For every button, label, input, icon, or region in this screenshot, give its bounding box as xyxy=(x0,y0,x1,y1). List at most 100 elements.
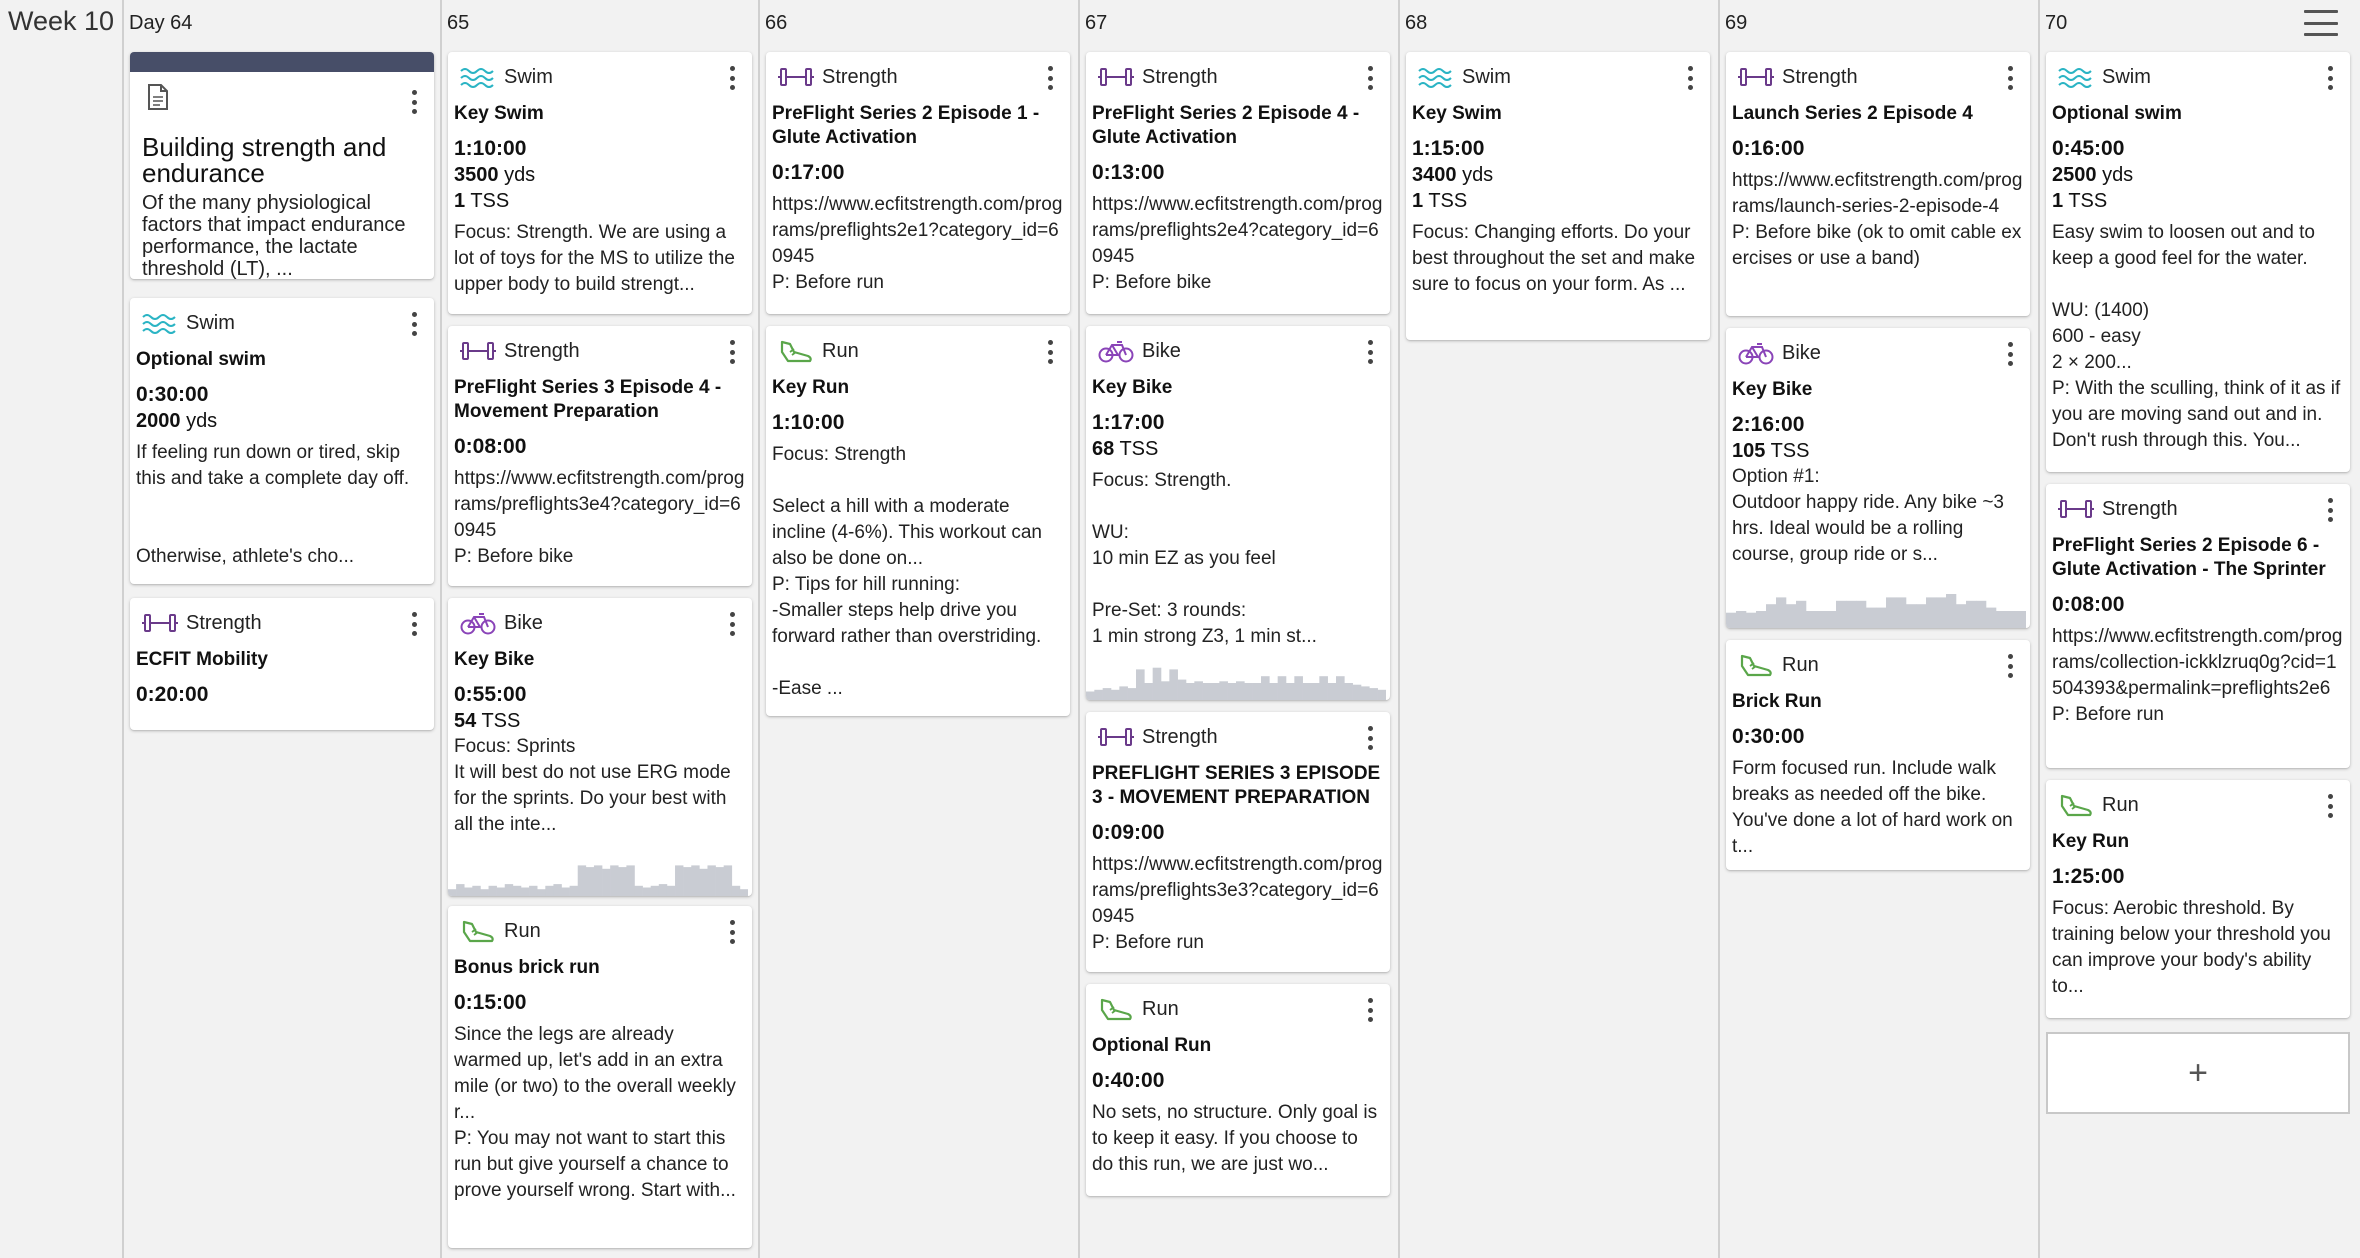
workout-tss: 1 TSS xyxy=(1412,190,1468,212)
power-bar xyxy=(1277,676,1287,700)
workout-card-strength[interactable]: Strength PreFlight Series 3 Episode 4 - … xyxy=(448,326,752,586)
workout-title: Key Swim xyxy=(1412,103,1502,124)
workout-title: Key Run xyxy=(2052,831,2130,852)
workout-title: ECFIT Mobility xyxy=(136,649,268,670)
workout-card-swim[interactable]: Swim Optional swim 0:45:00 2500 yds 1 TS… xyxy=(2046,52,2350,472)
power-bar xyxy=(723,865,733,896)
workout-description: Focus: Aerobic threshold. By training be… xyxy=(2052,898,2331,997)
power-bar xyxy=(512,885,522,896)
add-workout-button[interactable]: + xyxy=(2046,1032,2350,1114)
power-bar xyxy=(1377,689,1386,700)
more-options-icon[interactable] xyxy=(410,312,418,336)
workout-distance: 2500 yds xyxy=(2052,164,2134,186)
more-options-icon[interactable] xyxy=(2326,498,2334,522)
more-options-icon[interactable] xyxy=(1366,726,1374,750)
sport-label: Strength xyxy=(822,65,898,88)
week-label: Week 10 xyxy=(8,6,115,36)
more-options-icon[interactable] xyxy=(1366,340,1374,364)
power-bar xyxy=(529,885,538,896)
power-bar xyxy=(1269,683,1278,700)
workout-tss: 68 TSS xyxy=(1092,438,1159,460)
more-options-icon[interactable] xyxy=(410,612,418,636)
power-bar xyxy=(650,885,660,896)
workout-distance: 3400 yds xyxy=(1412,164,1494,186)
more-options-icon[interactable] xyxy=(2006,654,2014,678)
power-bar xyxy=(1916,604,1927,628)
more-options-icon[interactable] xyxy=(2006,342,2014,366)
workout-card-strength[interactable]: Strength Launch Series 2 Episode 4 0:16:… xyxy=(1726,52,2030,316)
more-options-icon[interactable] xyxy=(728,612,736,636)
power-bar xyxy=(1119,686,1128,700)
more-options-icon[interactable] xyxy=(728,66,736,90)
power-bar xyxy=(448,889,457,896)
workout-description: Since the legs are already warmed up, le… xyxy=(454,1024,736,1201)
workout-card-run[interactable]: Run Brick Run 0:30:00 Form focused run. … xyxy=(1726,640,2030,870)
more-options-icon[interactable] xyxy=(728,920,736,944)
power-bar xyxy=(1896,597,1907,628)
workout-duration: 0:20:00 xyxy=(136,683,209,706)
sport-label: Strength xyxy=(1142,65,1218,88)
workout-card-strength[interactable]: Strength ECFIT Mobility 0:20:00 xyxy=(130,598,434,730)
more-options-icon[interactable] xyxy=(2326,66,2334,90)
more-options-icon[interactable] xyxy=(2326,794,2334,818)
power-bar xyxy=(1876,607,1887,628)
workout-description: Focus: Strength. WU: 10 min EZ as you fe… xyxy=(1092,470,1317,647)
workout-card-bike[interactable]: Bike Key Bike 1:17:00 68 TSS Focus: Stre… xyxy=(1086,326,1390,700)
power-bar xyxy=(1136,669,1145,700)
power-bar xyxy=(1144,683,1153,700)
power-bar xyxy=(1169,669,1178,700)
workout-card-run[interactable]: Run Optional Run 0:40:00 No sets, no str… xyxy=(1086,984,1390,1196)
more-options-icon[interactable] xyxy=(1686,66,1694,90)
day-header: 68 xyxy=(1405,12,1428,34)
workout-title: PreFlight Series 2 Episode 4 - Glute Act… xyxy=(1092,103,1360,148)
workout-card-bike[interactable]: Bike Key Bike 0:55:00 54 TSS Focus: Spri… xyxy=(448,598,752,896)
workout-distance: 2000 yds xyxy=(136,410,218,432)
workout-title: Optional Run xyxy=(1092,1035,1212,1056)
power-bar xyxy=(1936,597,1947,628)
more-options-icon[interactable] xyxy=(2006,66,2014,90)
more-options-icon[interactable] xyxy=(1046,340,1054,364)
workout-card-strength[interactable]: Strength PREFLIGHT SERIES 3 EPISODE 3 - … xyxy=(1086,712,1390,972)
more-options-icon[interactable] xyxy=(410,90,418,114)
workout-card-strength[interactable]: Strength PreFlight Series 2 Episode 6 - … xyxy=(2046,484,2350,768)
plus-icon: + xyxy=(2188,1053,2208,1092)
workout-title: Key Bike xyxy=(1092,377,1173,398)
power-profile-chart xyxy=(1086,667,1386,700)
workout-card-run[interactable]: Run Key Run 1:25:00 Focus: Aerobic thres… xyxy=(2046,780,2350,1018)
day-column: 65 Swim Key Swim 1:10:00 3500 yds 1 TSS … xyxy=(440,0,758,1258)
day-header: 65 xyxy=(447,12,470,34)
workout-card-run[interactable]: Run Bonus brick run 0:15:00 Since the le… xyxy=(448,906,752,1248)
workout-tss: 54 TSS xyxy=(454,710,521,732)
workout-description: Easy swim to loosen out and to keep a go… xyxy=(2052,222,2341,451)
hamburger-menu-icon[interactable] xyxy=(2304,10,2338,36)
power-bar xyxy=(618,867,627,896)
power-bar xyxy=(1946,594,1957,628)
power-bar xyxy=(1086,691,1095,700)
workout-duration: 0:30:00 xyxy=(1732,725,1805,748)
power-bar xyxy=(1127,688,1137,700)
power-bar xyxy=(1986,607,1997,628)
workout-duration: 1:10:00 xyxy=(772,411,845,434)
note-card[interactable]: Building strength and endurance Of the m… xyxy=(130,52,434,279)
more-options-icon[interactable] xyxy=(1366,66,1374,90)
workout-description: https://www.ecfitstrength.com/programs/p… xyxy=(1092,854,1383,953)
power-bar xyxy=(504,884,514,896)
workout-card-bike[interactable]: Bike Key Bike 2:16:00 105 TSS Option #1:… xyxy=(1726,328,2030,628)
workout-duration: 0:55:00 xyxy=(454,683,527,706)
dumbbell-icon xyxy=(2058,496,2094,522)
more-options-icon[interactable] xyxy=(728,340,736,364)
dumbbell-icon xyxy=(1098,64,1134,90)
power-bar xyxy=(1926,597,1937,628)
power-bar xyxy=(715,867,724,896)
more-options-icon[interactable] xyxy=(1046,66,1054,90)
workout-card-strength[interactable]: Strength PreFlight Series 2 Episode 4 - … xyxy=(1086,52,1390,314)
workout-card-swim[interactable]: Swim Key Swim 1:15:00 3400 yds 1 TSS Foc… xyxy=(1406,52,1710,340)
workout-duration: 0:15:00 xyxy=(454,991,527,1014)
workout-card-run[interactable]: Run Key Run 1:10:00 Focus: Strength Sele… xyxy=(766,326,1070,716)
workout-card-swim[interactable]: Swim Optional swim 0:30:00 2000 yds If f… xyxy=(130,298,434,584)
more-options-icon[interactable] xyxy=(1366,998,1374,1022)
workout-duration: 0:16:00 xyxy=(1732,137,1805,160)
workout-card-swim[interactable]: Swim Key Swim 1:10:00 3500 yds 1 TSS Foc… xyxy=(448,52,752,314)
workout-card-strength[interactable]: Strength PreFlight Series 2 Episode 1 - … xyxy=(766,52,1070,314)
